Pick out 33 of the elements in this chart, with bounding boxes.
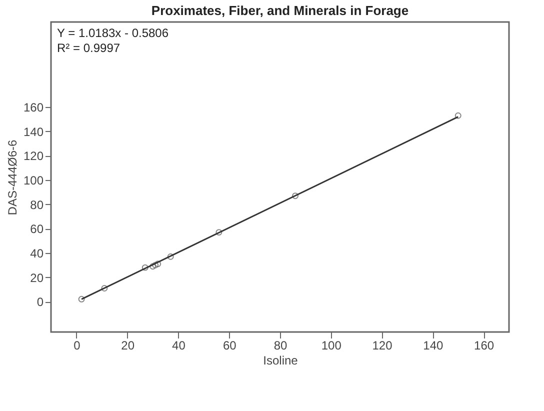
y-tick-label: 40 <box>30 246 44 260</box>
x-tick-label: 160 <box>474 338 494 352</box>
point <box>142 264 148 271</box>
y-tick-label: 20 <box>30 270 44 285</box>
y-tick-label: 120 <box>23 149 44 164</box>
y-tick-label: 80 <box>30 198 44 212</box>
x-tick-label: 60 <box>222 338 237 352</box>
x-tick-label: 100 <box>321 338 342 352</box>
y-tick-label: 60 <box>30 222 44 236</box>
y-axis-title: DAS-444Ø6-6 <box>5 139 20 216</box>
point <box>154 260 162 268</box>
point <box>78 296 85 302</box>
y-tick-label: 140 <box>23 124 44 139</box>
point <box>101 285 108 292</box>
y-tick-label: 160 <box>23 100 44 115</box>
point <box>152 262 159 268</box>
x-tick-label: 0 <box>74 338 81 352</box>
x-tick-label: 20 <box>121 338 135 352</box>
point <box>167 253 174 260</box>
x-tick-label: 140 <box>423 338 444 352</box>
x-tick-label: 80 <box>274 338 288 352</box>
x-tick-label: 40 <box>172 338 186 352</box>
x-axis-title: Isoline <box>263 354 298 368</box>
point <box>216 229 222 236</box>
annotation: R² = 0.9997 <box>57 41 120 55</box>
annotation: Y = 1.0183x - 0.5806 <box>57 26 169 40</box>
point <box>150 263 156 270</box>
y-tick-label: 100 <box>23 174 44 188</box>
chart-title: Proximates, Fiber, and Minerals in Forage <box>151 3 409 18</box>
x-tick-label: 120 <box>372 338 393 352</box>
y-tick-label: 0 <box>36 295 44 310</box>
point <box>292 192 299 200</box>
point <box>454 112 462 119</box>
